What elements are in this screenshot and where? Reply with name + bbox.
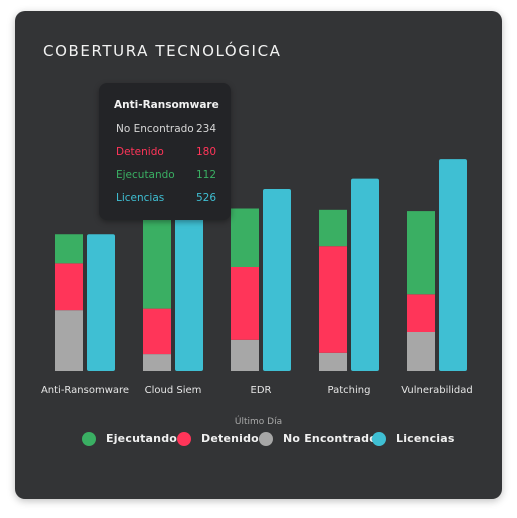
bar-licencias-patching[interactable] — [351, 178, 379, 371]
bar-no-encontrado-edr[interactable] — [231, 339, 259, 371]
bar-licencias-cloud-siem[interactable] — [175, 199, 203, 371]
tooltip-label: No Encontrado — [116, 123, 194, 135]
x-tick-label: Vulnerabilidad — [401, 385, 473, 396]
bar-no-encontrado-anti-ransomware[interactable] — [55, 310, 83, 371]
legend-dot — [177, 432, 191, 446]
x-tick-label: EDR — [251, 385, 272, 396]
legend-caption: Último Día — [234, 417, 283, 427]
bar-ejecutando-anti-ransomware[interactable] — [55, 234, 83, 264]
x-tick-label: Cloud Siem — [145, 385, 202, 396]
legend-dot — [259, 432, 273, 446]
bar-ejecutando-patching[interactable] — [319, 209, 347, 247]
x-tick-label: Anti-Ransomware — [41, 385, 129, 396]
legend-dot — [372, 432, 386, 446]
tooltip-label: Licencias — [116, 192, 165, 204]
tooltip-value: 234 — [195, 123, 216, 135]
bar-detenido-edr[interactable] — [231, 267, 259, 340]
tooltip-value: 526 — [195, 192, 216, 204]
bar-detenido-anti-ransomware[interactable] — [55, 263, 83, 311]
x-tick-label: Patching — [328, 385, 371, 396]
legend-label: Detenido — [201, 432, 259, 445]
bar-detenido-cloud-siem[interactable] — [143, 308, 171, 355]
tooltip-title: Anti-Ransomware — [114, 99, 219, 111]
tooltip-value: 112 — [195, 169, 216, 181]
bar-detenido-patching[interactable] — [319, 246, 347, 353]
bar-ejecutando-edr[interactable] — [231, 208, 259, 268]
tooltip-label: Ejecutando — [116, 169, 175, 181]
legend-label: Licencias — [396, 432, 455, 445]
legend-dot — [82, 432, 96, 446]
bar-licencias-edr[interactable] — [263, 189, 291, 371]
bar-licencias-anti-ransomware[interactable] — [87, 234, 115, 371]
bar-ejecutando-vulnerabilidad[interactable] — [407, 211, 435, 295]
chart-tooltip: Anti-Ransomware No Encontrado 234 Deteni… — [99, 83, 231, 220]
bar-detenido-vulnerabilidad[interactable] — [407, 294, 435, 332]
legend-label: No Encontrado — [283, 432, 377, 445]
tooltip-value: 180 — [195, 146, 216, 158]
bar-licencias-vulnerabilidad[interactable] — [439, 159, 467, 371]
bar-no-encontrado-cloud-siem[interactable] — [143, 354, 171, 371]
legend-label: Ejecutando — [106, 432, 178, 445]
bar-no-encontrado-patching[interactable] — [319, 352, 347, 371]
chart-title: COBERTURA TECNOLÓGICA — [43, 42, 282, 60]
chart-card: COBERTURA TECNOLÓGICA Anti-Ransomware Clo… — [15, 11, 502, 499]
bar-chart: Anti-Ransomware Cloud Siem EDR Patching Vuln… — [41, 159, 473, 396]
bar-no-encontrado-vulnerabilidad[interactable] — [407, 332, 435, 371]
tooltip-label: Detenido — [116, 146, 164, 158]
